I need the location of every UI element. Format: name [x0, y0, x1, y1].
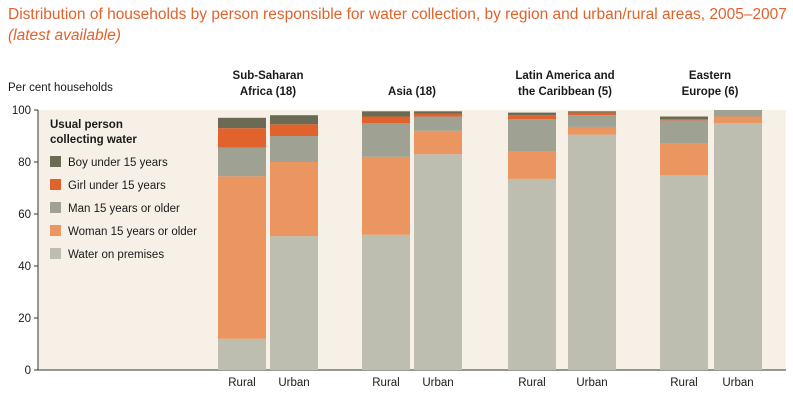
legend-label-man-15-years-or-older: Man 15 years or older [68, 203, 180, 215]
bar-segment-girl-under-15-years [270, 124, 318, 136]
legend-label-water-on-premises: Water on premises [68, 249, 164, 261]
bar-segment-woman-15-years-or-older [362, 156, 410, 235]
x-tick-label: Rural [228, 377, 255, 389]
bar-segment-man-15-years-or-older [660, 120, 708, 144]
region-label-latin-america-and-the-caribbean-5: Latin America and the Caribbean (5) [515, 70, 615, 98]
y-tick-label: 80 [18, 157, 31, 169]
bar-segment-boy-under-15-years [660, 116, 708, 120]
bar-segment-water-on-premises [508, 178, 556, 370]
bar-segment-girl-under-15-years [362, 116, 410, 123]
x-tick-label: Rural [518, 377, 545, 389]
bar-segment-man-15-years-or-older [714, 110, 762, 117]
legend-swatch-girl-under-15-years [50, 179, 61, 190]
bar-segment-girl-under-15-years [218, 128, 266, 148]
bar-segment-water-on-premises [270, 236, 318, 370]
bar-segment-woman-15-years-or-older [218, 176, 266, 339]
bar-segment-woman-15-years-or-older [270, 162, 318, 237]
bar-segment-girl-under-15-years [508, 115, 556, 120]
x-tick-label: Urban [278, 377, 309, 389]
bar-segment-girl-under-15-years [660, 119, 708, 121]
x-tick-label: Urban [422, 377, 453, 389]
legend-swatch-woman-15-years-or-older [50, 225, 61, 236]
y-tick-label: 0 [25, 365, 31, 377]
bar-segment-woman-15-years-or-older [508, 151, 556, 179]
legend-swatch-man-15-years-or-older [50, 202, 61, 213]
bar-segment-water-on-premises [414, 154, 462, 370]
bar-segment-boy-under-15-years [414, 111, 462, 114]
legend-swatch-water-on-premises [50, 248, 61, 259]
x-tick-label: Rural [670, 377, 697, 389]
bar-segment-man-15-years-or-older [270, 136, 318, 162]
bar-segment-water-on-premises [660, 175, 708, 370]
y-axis-title: Per cent households [8, 82, 113, 94]
chart-title-note: (latest available) [8, 27, 121, 44]
bar-segment-woman-15-years-or-older [714, 116, 762, 123]
legend-label-girl-under-15-years: Girl under 15 years [68, 180, 166, 192]
chart-title-main: Distribution of households by person res… [8, 6, 787, 23]
region-label-sub-saharan-africa-18: Sub-Saharan Africa (18) [232, 70, 304, 98]
bar-segment-water-on-premises [714, 123, 762, 370]
bar-segment-boy-under-15-years [270, 115, 318, 125]
y-tick-label: 100 [12, 105, 31, 117]
bar-segment-girl-under-15-years [568, 112, 616, 116]
y-tick-label: 40 [18, 261, 31, 273]
bar-segment-man-15-years-or-older [362, 123, 410, 157]
x-tick-label: Rural [372, 377, 399, 389]
bar-segment-boy-under-15-years [362, 111, 410, 117]
legend-title: Usual person collecting water [50, 119, 137, 146]
bar-segment-water-on-premises [218, 338, 266, 370]
bar-segment-boy-under-15-years [508, 112, 556, 116]
bar-segment-man-15-years-or-older [218, 147, 266, 177]
bar-segment-woman-15-years-or-older [414, 130, 462, 155]
bar-segment-man-15-years-or-older [508, 119, 556, 152]
bar-segment-boy-under-15-years [568, 111, 616, 113]
legend-swatch-boy-under-15-years [50, 156, 61, 167]
bar-segment-girl-under-15-years [414, 113, 462, 117]
y-tick-label: 60 [18, 209, 31, 221]
bar-segment-man-15-years-or-older [568, 115, 616, 127]
y-tick-label: 20 [18, 313, 31, 325]
x-tick-label: Urban [722, 377, 753, 389]
region-label-eastern-europe-6: Eastern Europe (6) [681, 70, 739, 98]
x-tick-label: Urban [576, 377, 607, 389]
bar-segment-boy-under-15-years [218, 117, 266, 129]
legend-label-woman-15-years-or-older: Woman 15 years or older [68, 226, 197, 238]
chart-title: Distribution of households by person res… [8, 4, 788, 46]
bar-segment-man-15-years-or-older [414, 116, 462, 131]
bar-segment-water-on-premises [568, 134, 616, 370]
region-label-asia-18: Asia (18) [388, 86, 436, 98]
legend-label-boy-under-15-years: Boy under 15 years [68, 157, 168, 169]
bar-segment-woman-15-years-or-older [568, 126, 616, 135]
bar-segment-woman-15-years-or-older [660, 143, 708, 175]
bar-segment-water-on-premises [362, 234, 410, 370]
